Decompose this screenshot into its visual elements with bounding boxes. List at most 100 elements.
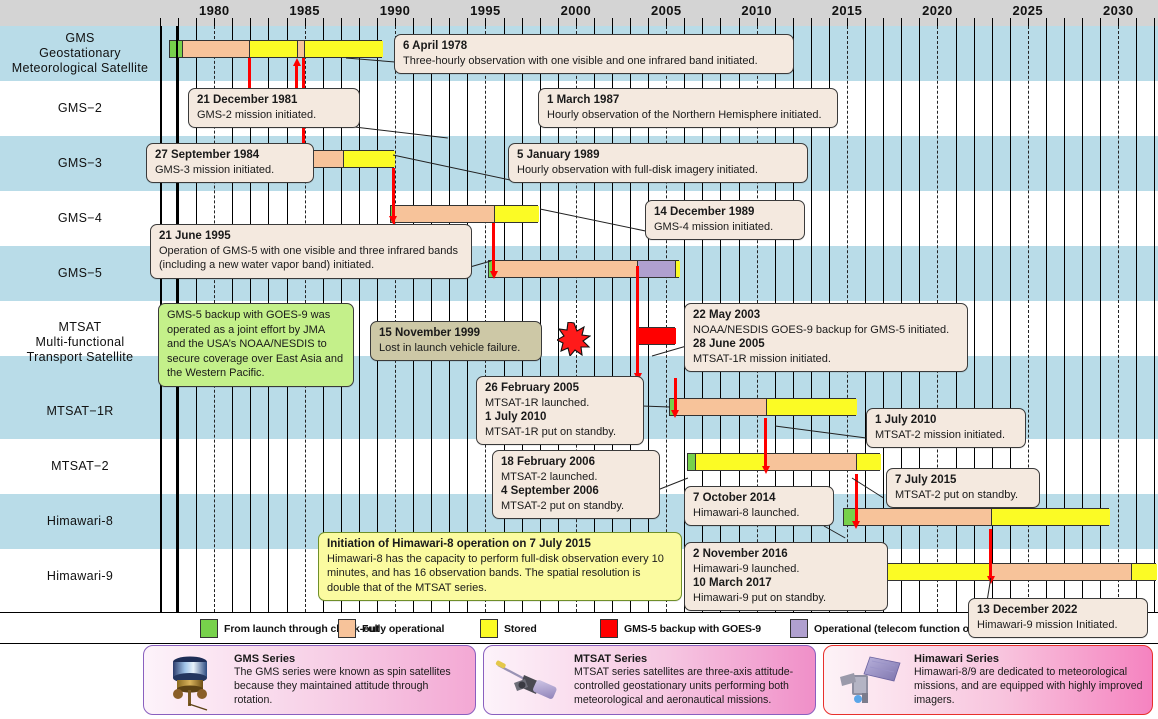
- callout-c12: 1 July 2010 MTSAT-2 mission initiated.: [866, 408, 1026, 448]
- bar-segment: [1131, 564, 1158, 580]
- bar-segment: [696, 454, 767, 470]
- callout-date: 7 July 2015: [895, 474, 957, 486]
- row-label-line: Transport Satellite: [26, 349, 134, 364]
- gridline-2032: [1154, 26, 1156, 612]
- info-title: MTSAT Series: [574, 652, 648, 665]
- bar-segment: [857, 509, 992, 525]
- gridline-1988: [358, 26, 360, 612]
- gridline-1991: [413, 26, 415, 612]
- transition-marker: [302, 114, 306, 170]
- gridline-1997: [521, 26, 523, 612]
- legend-swatch: [600, 619, 618, 638]
- gridline-2002: [611, 26, 613, 612]
- callout-text: GMS-2 mission initiated.: [197, 108, 317, 121]
- gridline-1995: [485, 26, 487, 612]
- gridline-1990: [395, 26, 397, 612]
- callout-text: MTSAT-2 launched.: [501, 470, 598, 483]
- callout-c7: 21 June 1995 Operation of GMS-5 with one …: [150, 224, 472, 279]
- callout-text: Himawari-9 launched.: [693, 562, 800, 575]
- gridline-2027: [1063, 26, 1065, 612]
- year-label-2020: 2020: [922, 3, 953, 18]
- legend-item-3: GMS-5 backup with GOES-9: [600, 619, 761, 638]
- info-title: GMS Series: [234, 652, 296, 665]
- gridline-2029: [1100, 26, 1102, 612]
- gridline-1996: [503, 26, 505, 612]
- callout-text: Lost in launch vehicle failure.: [379, 341, 521, 354]
- callout-text: GMS-4 mission initiated.: [654, 220, 774, 233]
- gridline-2000: [575, 26, 577, 612]
- gridline-1993: [449, 26, 451, 612]
- row-label-line: GMS−2: [57, 101, 103, 115]
- year-axis: 1980 1985 1990 1995 2000 2005 2010 2015 2020 2025…: [0, 0, 1158, 27]
- callout-date: 1 March 1987: [547, 94, 620, 106]
- callout-text: Hourly observation of the Northern Hemis…: [547, 108, 822, 121]
- row-label-MTSAT: MTSAT Multi-functional Transport Satellite: [0, 301, 160, 383]
- year-label-2025: 2025: [1012, 3, 1044, 18]
- launch-failure-burst-icon: [556, 321, 592, 358]
- callout-text-2: MTSAT-1R put on standby.: [485, 425, 617, 438]
- gridline-2024: [1009, 26, 1011, 612]
- callout-c5: 5 January 1989 Hourly observation with fu…: [508, 143, 808, 183]
- row-label-GMS3: GMS−3: [0, 136, 160, 191]
- row-label-Himawari-8: Himawari-8: [0, 494, 160, 549]
- bar-segment: [638, 328, 677, 344]
- callout-date: 15 November 1999: [379, 327, 481, 339]
- row-label-line: GMS−4: [57, 211, 103, 225]
- transition-arrow: [761, 418, 770, 474]
- timeline-bar-MTSAT-2: [687, 453, 881, 471]
- bar-segment: [688, 454, 697, 470]
- gridline-2028: [1082, 26, 1084, 612]
- legend-item-4: Operational (telecom function only): [790, 619, 987, 638]
- info-text: Himawari-8/9 are dedicated to meteorolog…: [914, 666, 1143, 706]
- timeline-bar-MTSAT-1R: [668, 398, 858, 416]
- callout-date: 22 May 2003: [693, 309, 761, 321]
- row-label-line: Himawari-8: [46, 514, 114, 528]
- callout-date: 21 December 1981: [197, 94, 298, 106]
- callout-date: 13 December 2022: [977, 604, 1078, 616]
- legend-item-1: Fully operational: [338, 619, 444, 638]
- year-label-1980: 1980: [198, 3, 230, 18]
- callout-c9: 15 November 1999 Lost in launch vehicle f…: [370, 321, 542, 361]
- gridline-1989: [376, 26, 378, 612]
- bar-segment: [298, 41, 305, 57]
- callout-date-2: 4 September 2006: [501, 485, 599, 497]
- callout-text: GMS-5 backup with GOES-9 was operated as…: [167, 309, 344, 379]
- callout-c10: 22 May 2003 NOAA/NESDIS GOES-9 backup for…: [684, 303, 968, 372]
- gridline-1994: [467, 26, 469, 612]
- callout-text: MTSAT-2 mission initiated.: [875, 428, 1006, 441]
- legend-label: Operational (telecom function only): [814, 622, 988, 635]
- bar-segment: [250, 41, 299, 57]
- bar-segment: [676, 261, 680, 277]
- year-label-2030: 2030: [1102, 3, 1134, 18]
- callout-date: Initiation of Himawari-8 operation on 7 …: [327, 538, 591, 550]
- info-title: Himawari Series: [914, 652, 999, 665]
- info-text: The GMS series were known as spin satell…: [234, 666, 451, 706]
- bar-segment: [182, 41, 251, 57]
- info-box-himawari: Himawari Series Himawari-8/9 are dedicat…: [823, 645, 1153, 715]
- callout-leader-line: [391, 153, 517, 183]
- callout-text: Himawari-8 launched.: [693, 506, 800, 519]
- info-box-gms: GMS Series The GMS series were known as …: [143, 645, 476, 715]
- transition-marker: [636, 266, 639, 306]
- year-label-2015: 2015: [831, 3, 863, 18]
- gridline-1992: [431, 26, 433, 612]
- callout-text: Himawari-8 has the capacity to perform f…: [327, 552, 664, 594]
- row-label-MTSAT1R: MTSAT−1R: [0, 383, 160, 439]
- bar-segment: [991, 509, 1111, 525]
- row-label-line: MTSAT: [58, 319, 102, 334]
- legend-swatch: [200, 619, 218, 638]
- callout-date-2: 1 July 2010: [485, 411, 547, 423]
- callout-c18: 13 December 2022 Himawari-9 mission Initi…: [968, 598, 1148, 638]
- year-label-2010: 2010: [741, 3, 772, 18]
- callout-leader-line: [822, 524, 847, 540]
- legend-label: Stored: [504, 622, 537, 635]
- bar-segment: [857, 454, 881, 470]
- callout-text: Operation of GMS-5 with one visible and …: [159, 244, 458, 272]
- bar-segment: [494, 261, 639, 277]
- callout-date: 27 September 1984: [155, 149, 260, 161]
- timeline-bar-GMS-5: [488, 260, 680, 278]
- gridline-2030: [1118, 26, 1120, 612]
- callout-c13: 18 February 2006 MTSAT-2 launched. 4 Septe…: [492, 450, 660, 519]
- callout-date: 14 December 1989: [654, 206, 755, 218]
- row-label-line: MTSAT−1R: [46, 403, 114, 418]
